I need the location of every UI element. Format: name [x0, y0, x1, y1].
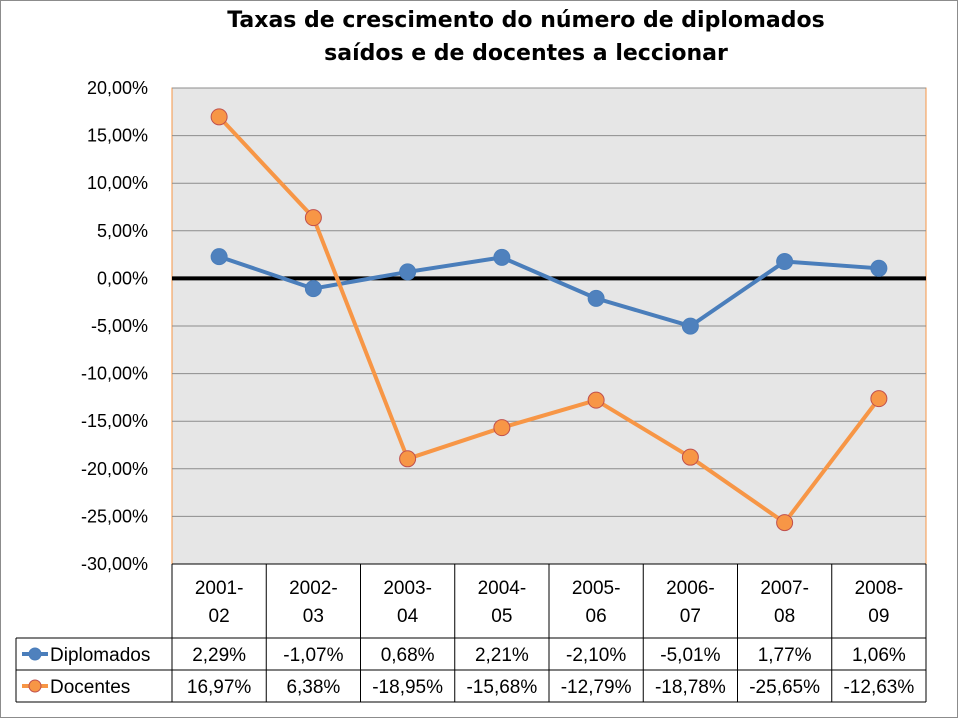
- data-point: [587, 289, 605, 307]
- data-table-cell: -25,65%: [749, 677, 820, 698]
- data-table-cell: 2,29%: [192, 645, 246, 666]
- data-table-cell: 1,06%: [852, 645, 906, 666]
- data-table: 2001- 02 2002- 03 2003- 04 2004- 05 2005- 06 2006-…: [15, 563, 927, 703]
- data-point: [870, 259, 888, 277]
- data-table-cell: -15,68%: [466, 677, 537, 698]
- data-table-cell: -12,79%: [561, 677, 632, 698]
- data-table-cell: -12,63%: [843, 677, 914, 698]
- x-tick-label: 2005-: [572, 578, 621, 599]
- series-line: [217, 115, 881, 525]
- data-table-cell: -18,78%: [655, 677, 726, 698]
- y-tick-label: 20,00%: [87, 78, 148, 98]
- data-table-cell: -18,95%: [372, 677, 443, 698]
- data-point: [681, 317, 699, 335]
- x-tick-label: 08: [774, 606, 795, 627]
- data-table-cell: 2,21%: [475, 645, 529, 666]
- legend-label: Diplomados: [50, 645, 150, 666]
- y-tick-label: -20,00%: [81, 459, 148, 479]
- series-lines: [217, 115, 881, 525]
- data-point: [493, 419, 511, 437]
- legend-label: Docentes: [50, 677, 130, 698]
- data-table-cell: 6,38%: [286, 677, 340, 698]
- y-tick-label: 5,00%: [97, 221, 148, 241]
- y-tick-label: -25,00%: [81, 506, 148, 526]
- data-point: [776, 253, 794, 271]
- y-tick-label: -30,00%: [81, 554, 148, 574]
- data-table-cell: 0,68%: [381, 645, 435, 666]
- x-tick-label: 2001-: [195, 578, 244, 599]
- y-tick-label: 0,00%: [97, 268, 148, 288]
- y-tick-label: -5,00%: [91, 316, 148, 336]
- x-tick-label: 06: [586, 606, 607, 627]
- data-table-cell: 1,77%: [758, 645, 812, 666]
- data-point: [587, 391, 605, 409]
- y-tick-label: -15,00%: [81, 411, 148, 431]
- x-tick-label: 02: [209, 606, 230, 627]
- data-table-cell: 16,97%: [187, 677, 252, 698]
- x-tick-label: 03: [303, 606, 324, 627]
- legend-key-marker: [28, 647, 42, 661]
- x-tick-label: 09: [868, 606, 889, 627]
- chart-title: Taxas de crescimento do número de diplom…: [227, 8, 825, 66]
- data-point: [776, 514, 794, 532]
- y-axis: 20,00% 15,00% 10,00% 5,00% 0,00% -5,00% -10,00…: [81, 78, 148, 574]
- y-tick-label: 15,00%: [87, 126, 148, 146]
- y-tick-label: -10,00%: [81, 364, 148, 384]
- data-table-cell: -5,01%: [660, 645, 720, 666]
- x-tick-label: 2002-: [289, 578, 338, 599]
- data-point: [681, 448, 699, 466]
- x-tick-label: 2004-: [478, 578, 527, 599]
- series-markers: [210, 108, 888, 532]
- x-tick-label: 2007-: [760, 578, 809, 599]
- data-point: [210, 108, 228, 126]
- x-tick-label: 2003-: [383, 578, 432, 599]
- data-point: [870, 390, 888, 408]
- data-point: [304, 280, 322, 298]
- data-point: [493, 248, 511, 266]
- data-point: [210, 248, 228, 266]
- x-tick-label: 2006-: [666, 578, 715, 599]
- y-tick-label: 10,00%: [87, 173, 148, 193]
- data-table-cell: -2,10%: [566, 645, 626, 666]
- legend-key-marker: [28, 679, 42, 693]
- x-tick-label: 05: [491, 606, 512, 627]
- data-table-cell: -1,07%: [283, 645, 343, 666]
- series-line: [218, 254, 880, 329]
- data-point: [399, 263, 417, 281]
- x-tick-label: 07: [680, 606, 701, 627]
- data-point: [304, 209, 322, 227]
- x-tick-label: 04: [397, 606, 419, 627]
- x-tick-label: 2008-: [855, 578, 904, 599]
- data-point: [399, 450, 417, 468]
